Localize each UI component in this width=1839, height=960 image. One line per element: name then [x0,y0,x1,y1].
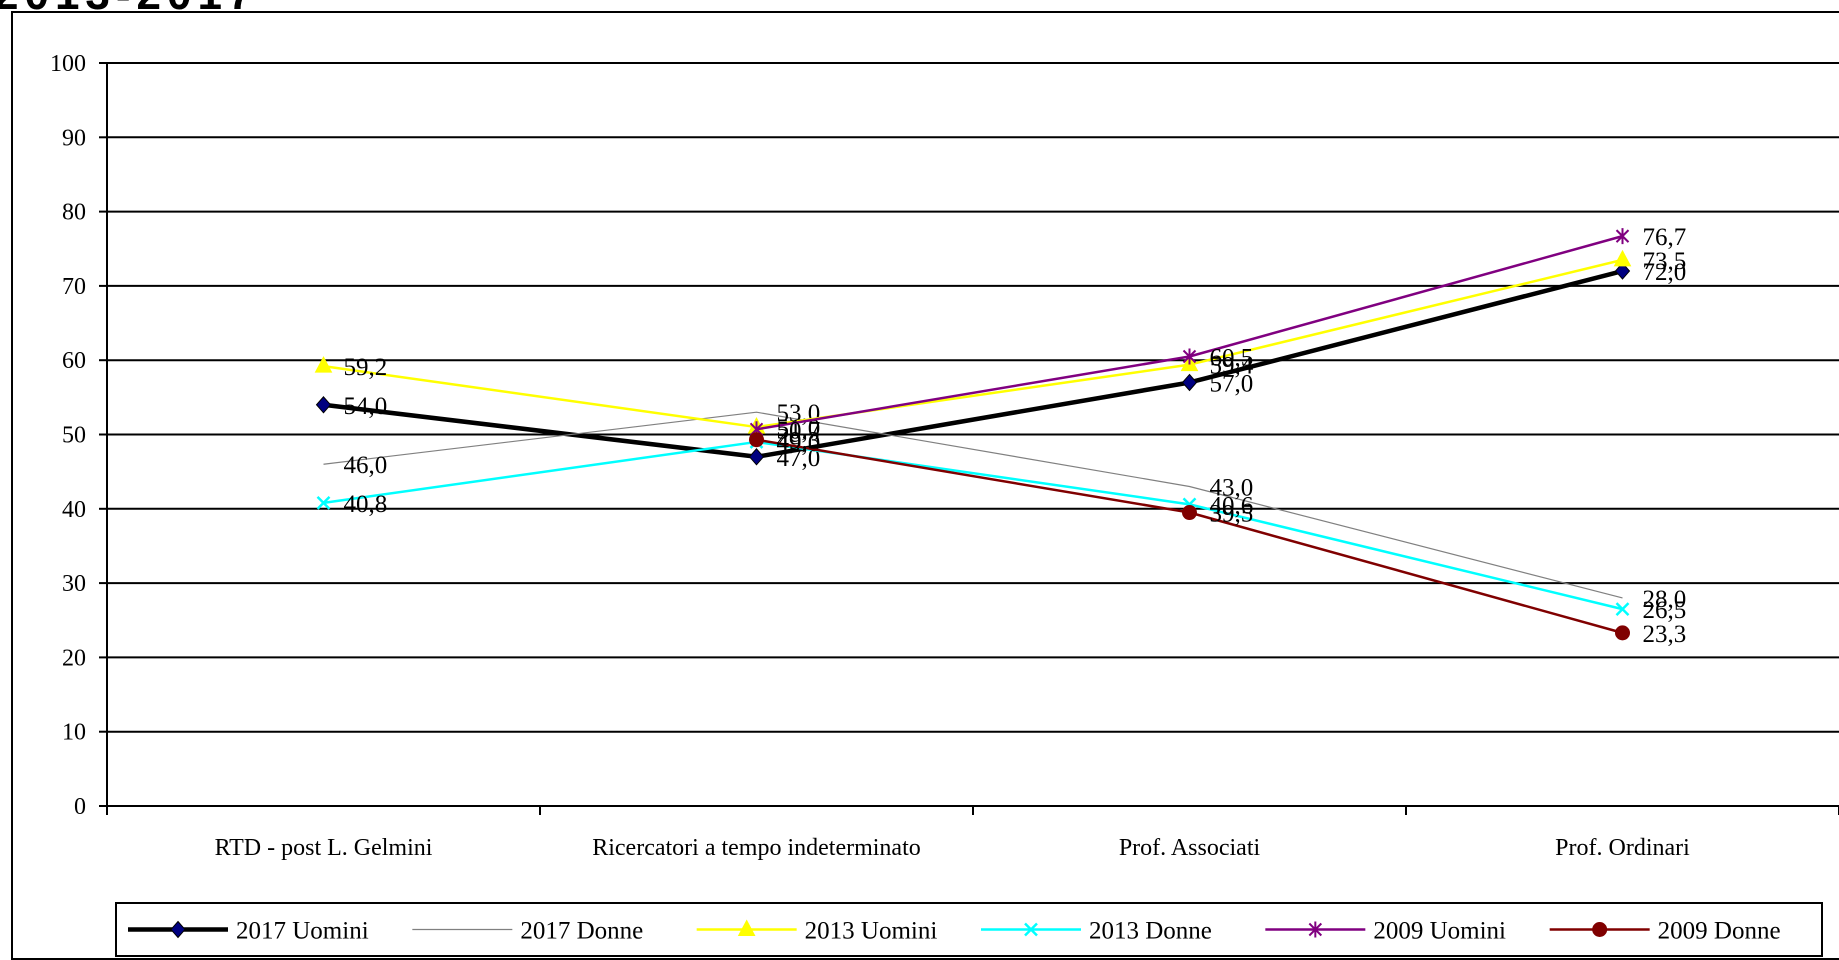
legend-item: 2017 Uomini [128,918,369,945]
data-label: 40,8 [344,491,388,518]
legend-item: 2009 Uomini [1265,918,1506,945]
legend-item: 2017 Donne [412,918,643,945]
data-point [315,396,332,414]
series-2009-donne: 49,3 39,5 23,3 [749,428,1687,648]
y-tick-label: 90 [62,125,86,151]
legend-label: 2009 Donne [1658,918,1781,945]
data-label: 60,5 [1210,344,1254,371]
chart-frame [11,11,1839,960]
data-label: 26,5 [1643,597,1687,624]
series-line [756,234,1623,431]
data-label: 59,2 [344,354,388,381]
legend-label: 2013 Uomini [805,918,938,945]
data-point [1615,228,1630,245]
data-label: 50,7 [777,417,821,444]
data-point [1181,373,1198,392]
legend-item: 2013 Uomini [696,918,938,945]
data-point [170,920,186,939]
cropped-title-svg: 2013-2017 [0,0,258,12]
legend-label: 2009 Uomini [1373,918,1506,945]
data-point [737,919,756,936]
data-label: 72,0 [1643,259,1687,286]
data-point [314,356,333,373]
series-2009-uomini: 50,7 60,5 76,7 [749,224,1687,444]
data-point [749,432,764,448]
data-label: 49,3 [777,428,821,455]
x-category-label: Prof. Associati [1119,835,1261,861]
data-point [1613,249,1632,267]
data-label: 76,7 [1643,224,1687,251]
data-point [1615,625,1630,641]
x-category-label: Ricercatori a tempo indeterminato [592,835,921,861]
y-tick-label: 20 [62,645,86,671]
data-label: 28,0 [1643,586,1687,613]
y-tick-label: 70 [62,274,86,300]
y-tick-label: 50 [62,423,86,449]
data-point [1592,922,1608,937]
series-2017-uomini: 54,047,057,072,0 [315,259,1687,472]
series-line [756,438,1623,635]
data-label: 46,0 [344,452,388,479]
svg-text:2013-2017: 2013-2017 [0,0,258,12]
legend-item: 2013 Donne [981,918,1212,945]
data-point [748,448,765,466]
y-tick-label: 30 [62,571,86,597]
legend-box [115,902,1823,957]
y-tick-label: 100 [50,51,86,77]
y-tick-label: 60 [62,348,86,374]
legend-label: 2017 Uomini [236,918,369,945]
data-label: 73,5 [1643,248,1687,275]
series-line [323,268,1624,460]
x-category-label: RTD - post L. Gelmini [215,835,433,861]
y-tick-label: 0 [74,794,86,820]
data-label: 57,0 [1210,370,1254,397]
x-category-label: Prof. Ordinari [1555,835,1690,861]
data-point [1024,922,1038,937]
legend-label: 2017 Donne [520,918,643,945]
data-label: 59,4 [1210,353,1254,380]
series-2013-donne: 40,849,040,626,5 [316,430,1687,624]
series-line [323,411,1623,599]
data-point [1182,348,1197,365]
data-point [316,495,331,510]
data-label: 23,3 [1643,621,1687,648]
y-tick-label: 40 [62,497,86,523]
y-tick-label: 10 [62,720,86,746]
data-label: 54,0 [344,393,388,420]
data-point [1614,262,1631,280]
data-label: 40,6 [1210,492,1254,519]
data-point [1615,602,1630,616]
legend-label: 2013 Donne [1089,918,1212,945]
data-label: 43,0 [1210,475,1254,502]
cropped-title-fragment: 2013-2017 [0,0,330,12]
data-point [1308,921,1323,938]
y-tick-label: 80 [62,200,86,226]
data-point [1182,505,1197,521]
legend-item: 2009 Donne [1549,918,1781,945]
series-line [323,440,1623,611]
series-line [323,258,1623,429]
data-label: 39,5 [1210,501,1254,528]
series-2017-donne: 46,053,043,028,0 [323,400,1687,613]
